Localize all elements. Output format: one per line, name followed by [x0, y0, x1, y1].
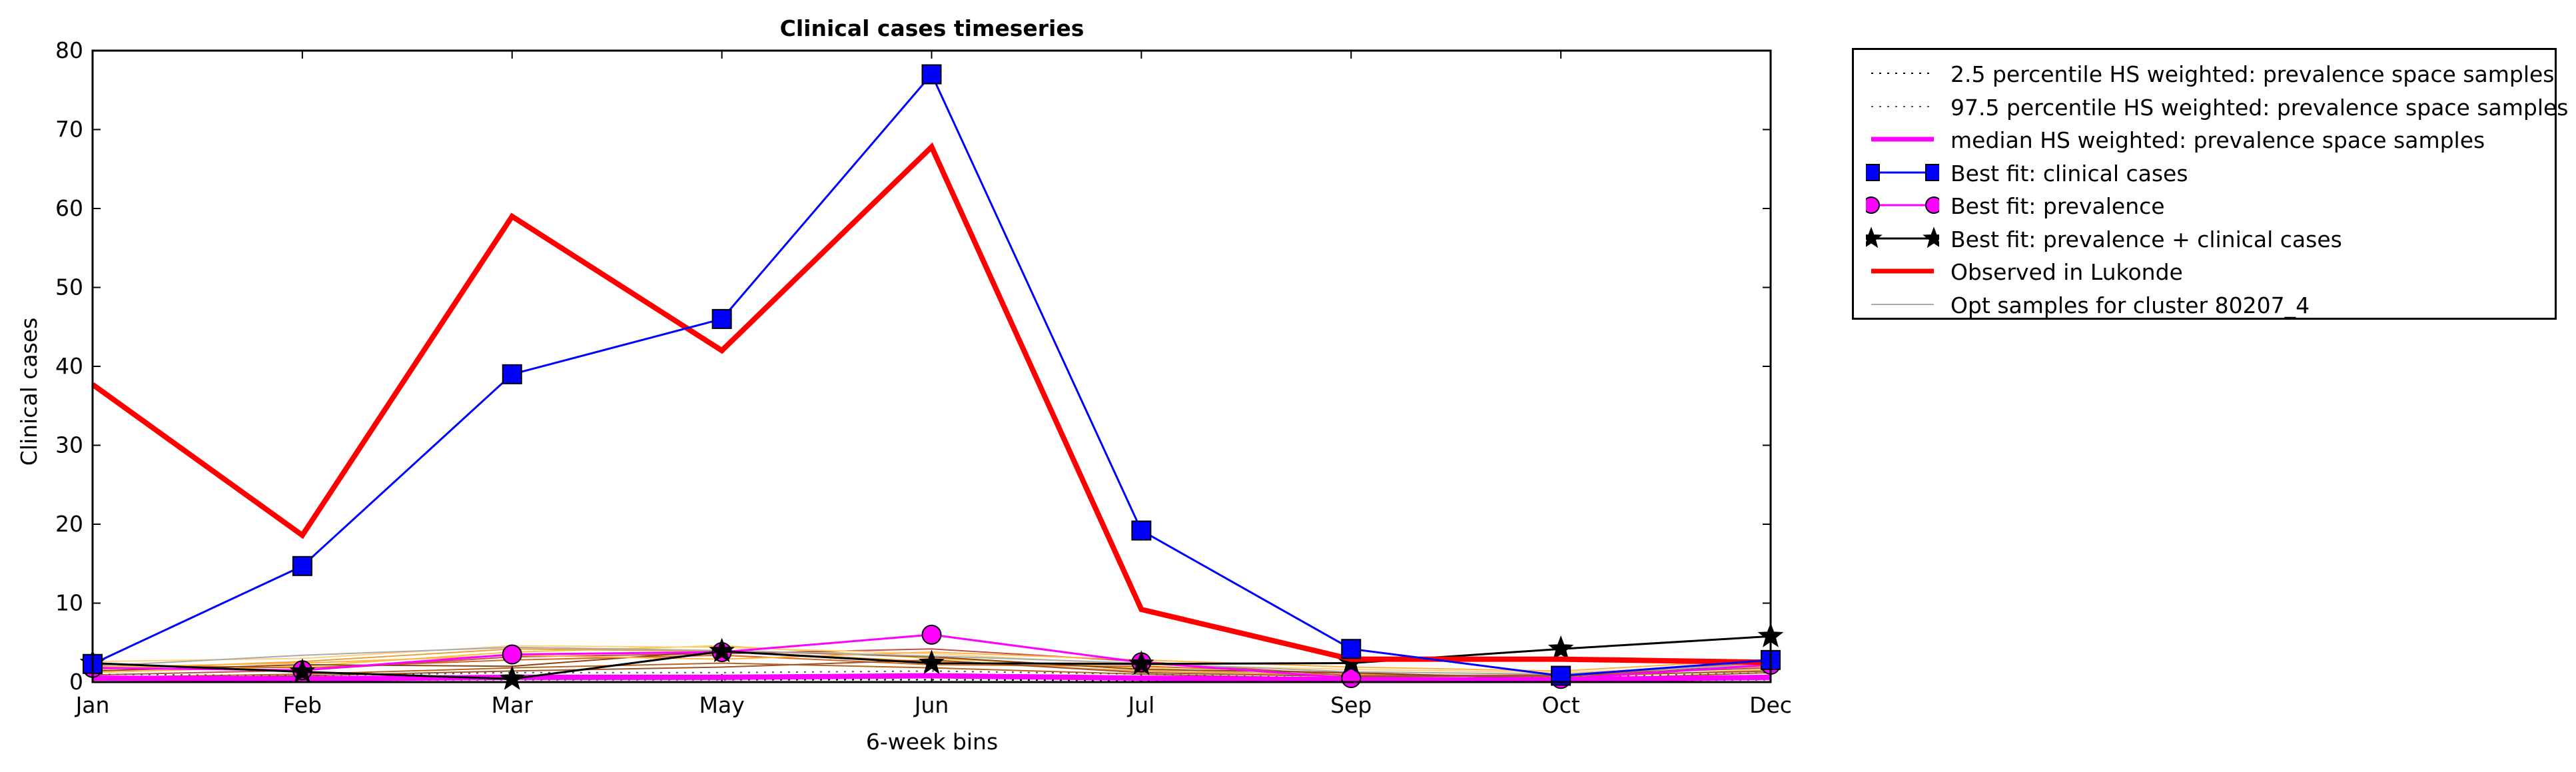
- y-tick-label: 0: [69, 669, 83, 695]
- legend-label: 97.5 percentile HS weighted: prevalence …: [1950, 94, 2569, 121]
- y-axis: 0 10 20 30 40 50 60 70 80: [55, 37, 1771, 695]
- data-point-square: [921, 64, 942, 85]
- data-point-star: [1128, 650, 1154, 675]
- x-tick-label: Feb: [283, 692, 322, 718]
- data-point-square: [1866, 163, 1880, 181]
- legend-swatch: [1871, 303, 1934, 305]
- data-point-star: [709, 637, 735, 663]
- data-point-star: [1547, 635, 1574, 660]
- x-tick-label: Jan: [75, 692, 110, 718]
- data-point-square: [1131, 520, 1152, 541]
- data-point-star: [289, 658, 316, 683]
- data-point-circle: [1866, 196, 1880, 214]
- legend-item: Best fit: prevalence: [1854, 189, 2555, 222]
- x-tick-label: Jun: [913, 692, 949, 718]
- legend-swatch: [1871, 268, 1934, 274]
- data-point-star: [1866, 226, 1883, 248]
- legend-label: median HS weighted: prevalence space sam…: [1950, 127, 2485, 153]
- data-point-square: [292, 556, 312, 576]
- y-tick-label: 40: [55, 353, 83, 379]
- y-tick-label: 20: [55, 511, 83, 537]
- data-point-square: [502, 364, 522, 384]
- x-tick-label: Dec: [1749, 692, 1792, 718]
- y-tick-label: 70: [55, 117, 83, 143]
- legend-item: Observed in Lukonde: [1854, 254, 2555, 288]
- legend-swatch: [1871, 73, 1934, 74]
- x-tick-label: Mar: [492, 692, 534, 718]
- legend-item: Opt samples for cluster 80207_4: [1854, 288, 2555, 321]
- data-point-circle: [921, 624, 942, 645]
- y-tick-label: 80: [55, 37, 83, 63]
- legend: 2.5 percentile HS weighted: prevalence s…: [1852, 48, 2569, 321]
- data-point-star: [919, 649, 945, 675]
- data-point-circle: [502, 644, 522, 665]
- series-line: [92, 673, 1771, 683]
- x-tick-label: Sep: [1330, 692, 1372, 718]
- plot-series: [79, 64, 1784, 690]
- legend-swatch: [1866, 196, 1939, 214]
- legend-swatch: [1871, 137, 1934, 142]
- data-point-square: [1925, 163, 1939, 181]
- series-line: [92, 72, 1771, 677]
- data-point-star: [499, 665, 526, 690]
- x-axis: Jan Feb Mar May Jun Jul Sep Oct Dec: [75, 51, 1792, 718]
- legend-label: Observed in Lukonde: [1950, 259, 2183, 285]
- y-axis-label: Clinical cases: [16, 318, 42, 466]
- chart-title: Clinical cases timeseries: [780, 15, 1084, 41]
- y-tick-label: 60: [55, 195, 83, 221]
- data-point-star: [1923, 226, 1939, 248]
- legend-swatch: [1866, 163, 1939, 181]
- x-tick-label: Jul: [1126, 692, 1154, 718]
- legend-label: Best fit: clinical cases: [1950, 160, 2188, 187]
- y-tick-label: 30: [55, 432, 83, 458]
- data-point-square: [711, 308, 732, 329]
- data-point-circle: [1925, 196, 1939, 214]
- y-tick-label: 10: [55, 590, 83, 616]
- x-tick-label: Oct: [1542, 692, 1580, 718]
- legend-item: median HS weighted: prevalence space sam…: [1854, 123, 2555, 156]
- legend-label: 2.5 percentile HS weighted: prevalence s…: [1950, 61, 2555, 87]
- legend-swatch: [1866, 226, 1939, 248]
- series-line: [91, 142, 1771, 665]
- legend-item: 2.5 percentile HS weighted: prevalence s…: [1854, 57, 2555, 90]
- x-axis-label: 6-week bins: [866, 729, 998, 755]
- legend-item: Best fit: prevalence + clinical cases: [1854, 222, 2555, 255]
- legend-label: Best fit: prevalence: [1950, 193, 2165, 219]
- y-tick-label: 50: [55, 274, 83, 300]
- x-tick-label: May: [699, 692, 745, 718]
- legend-label: Opt samples for cluster 80207_4: [1950, 292, 2310, 318]
- data-point-square: [1341, 639, 1362, 659]
- legend-item: 97.5 percentile HS weighted: prevalence …: [1854, 90, 2569, 123]
- legend-item: Best fit: clinical cases: [1854, 156, 2555, 189]
- plot-frame: [91, 49, 1772, 683]
- legend-swatch: [1871, 105, 1934, 107]
- legend-label: Best fit: prevalence + clinical cases: [1950, 226, 2342, 252]
